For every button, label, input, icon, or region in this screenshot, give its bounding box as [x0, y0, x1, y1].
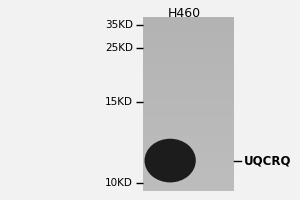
Bar	[143, 143, 234, 148]
Bar	[143, 108, 234, 113]
Bar	[143, 178, 234, 183]
Bar	[143, 82, 234, 86]
Ellipse shape	[145, 139, 196, 182]
Bar	[143, 34, 234, 38]
Text: 10KD: 10KD	[105, 178, 133, 188]
Bar	[143, 65, 234, 69]
Bar	[143, 174, 234, 178]
Bar	[143, 117, 234, 121]
Bar	[143, 148, 234, 152]
Bar	[143, 38, 234, 43]
Bar	[143, 25, 234, 30]
Bar	[143, 121, 234, 126]
Text: UQCRQ: UQCRQ	[244, 154, 292, 167]
Bar	[143, 126, 234, 130]
Bar	[143, 130, 234, 135]
Bar	[143, 152, 234, 156]
Bar	[143, 170, 234, 174]
Bar	[143, 43, 234, 47]
Bar	[143, 113, 234, 117]
Bar	[143, 183, 234, 187]
Text: 25KD: 25KD	[105, 43, 133, 53]
Bar	[143, 21, 234, 25]
Bar	[143, 73, 234, 78]
Bar	[143, 78, 234, 82]
Bar	[143, 52, 234, 56]
Text: H460: H460	[168, 7, 201, 20]
Bar	[143, 56, 234, 60]
Bar	[143, 30, 234, 34]
Bar	[143, 156, 234, 161]
Bar	[143, 165, 234, 170]
Bar	[143, 86, 234, 91]
Bar	[143, 17, 234, 21]
Text: 15KD: 15KD	[105, 97, 133, 107]
Bar	[143, 187, 234, 191]
Bar	[143, 69, 234, 73]
Bar	[143, 139, 234, 143]
Bar	[143, 91, 234, 95]
Bar	[143, 161, 234, 165]
Bar	[143, 47, 234, 52]
Bar	[143, 100, 234, 104]
Text: 35KD: 35KD	[105, 20, 133, 30]
Bar	[143, 135, 234, 139]
Bar	[143, 60, 234, 65]
Bar	[143, 95, 234, 100]
Bar	[143, 104, 234, 108]
